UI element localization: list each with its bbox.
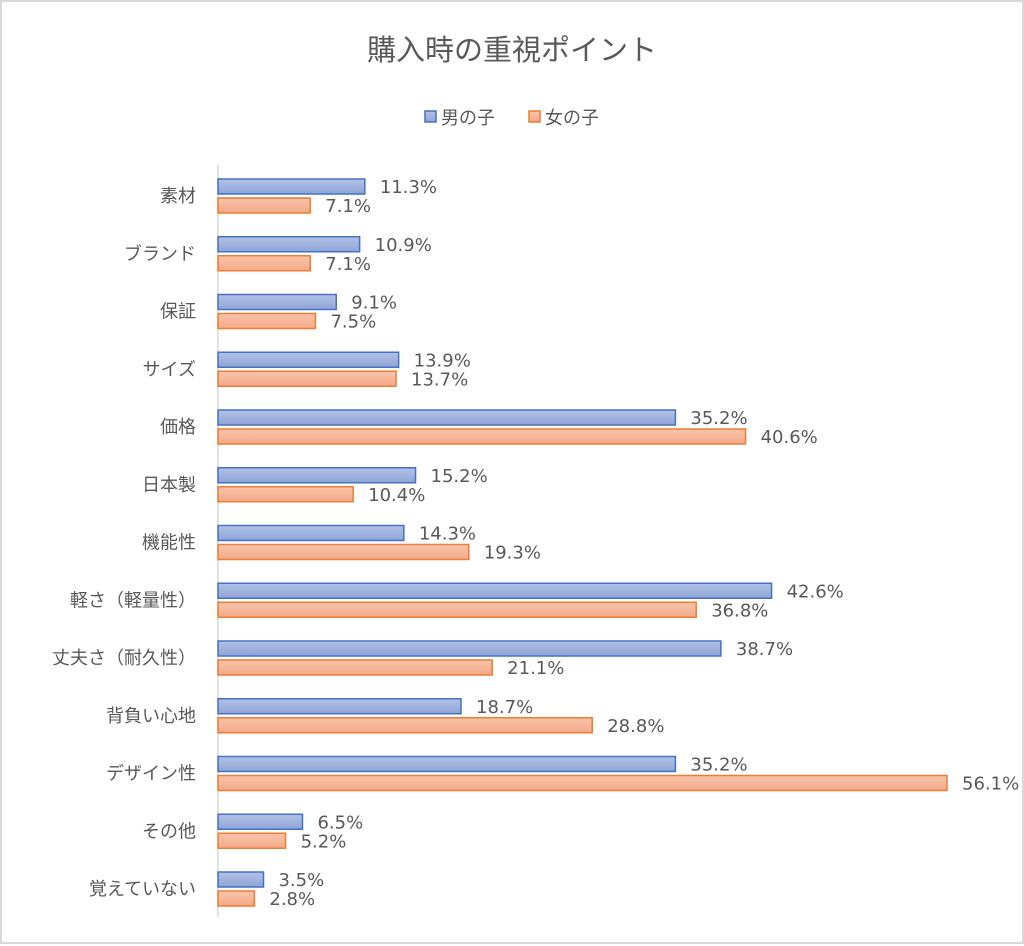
data-label: 14.3%	[419, 524, 476, 545]
data-label: 10.9%	[375, 235, 432, 256]
data-label: 9.1%	[351, 293, 397, 314]
bar-boys	[217, 524, 405, 542]
bar-boys	[217, 351, 400, 368]
data-label: 56.1%	[962, 774, 1019, 795]
category-label: サイズ	[143, 359, 196, 380]
bar-girls	[217, 890, 256, 907]
category-label: 背負い心地	[106, 706, 196, 727]
bar-boys	[217, 178, 366, 195]
bar-boys	[217, 409, 677, 426]
bar-boys	[217, 293, 338, 311]
data-label: 35.2%	[690, 755, 747, 776]
data-label: 15.2%	[431, 466, 488, 487]
category-label: 素材	[160, 186, 196, 207]
bar-girls	[217, 717, 593, 734]
chart-title: 購入時の重視ポイント	[367, 33, 657, 67]
data-label: 7.1%	[325, 196, 371, 217]
bar-girls	[217, 543, 470, 561]
data-label: 36.8%	[711, 600, 768, 621]
data-label: 21.1%	[507, 658, 564, 679]
category-label: デザイン性	[106, 764, 196, 785]
bar-girls	[217, 486, 354, 503]
legend-swatch	[528, 110, 541, 123]
data-label: 7.1%	[325, 254, 371, 275]
data-label: 28.8%	[607, 716, 664, 737]
bar-girls	[217, 428, 747, 445]
data-label: 2.8%	[269, 889, 315, 910]
data-label: 5.2%	[301, 831, 347, 852]
bar-girls	[217, 370, 397, 387]
category-label: 日本製	[142, 475, 196, 496]
category-label: 軽さ（軽量性）	[70, 590, 196, 611]
category-label: 機能性	[142, 533, 196, 554]
bar-boys	[217, 640, 722, 657]
bar-boys	[217, 582, 773, 599]
bar-girls	[217, 255, 312, 272]
bar-boys	[217, 813, 304, 830]
data-label: 10.4%	[368, 485, 425, 506]
bar-girls	[217, 197, 312, 214]
data-label: 40.6%	[761, 427, 818, 448]
bar-girls	[217, 832, 287, 849]
legend-label: 男の子	[441, 108, 495, 129]
category-label: 保証	[160, 302, 196, 323]
category-label: 覚えていない	[89, 879, 196, 900]
data-label: 7.5%	[330, 312, 376, 333]
bar-girls	[217, 312, 317, 330]
category-label: 価格	[160, 417, 196, 438]
bar-boys	[217, 755, 677, 773]
data-label: 3.5%	[278, 870, 324, 891]
category-label: 丈夫さ（耐久性）	[52, 648, 196, 669]
bar-girls	[217, 774, 948, 792]
legend-swatch	[424, 110, 437, 123]
category-label: ブランド	[124, 243, 196, 265]
bar-boys	[217, 698, 462, 715]
data-label: 19.3%	[484, 543, 541, 564]
legend: 男の子 女の子	[424, 108, 599, 129]
data-label: 11.3%	[380, 177, 437, 198]
bar-boys	[217, 871, 265, 888]
legend-label: 女の子	[545, 108, 599, 129]
bar-girls	[217, 659, 493, 676]
data-label: 18.7%	[476, 697, 533, 718]
bar-girls	[217, 601, 697, 618]
data-label: 38.7%	[736, 639, 793, 660]
bar-boys	[217, 236, 361, 253]
data-label: 42.6%	[787, 581, 844, 602]
bar-boys	[217, 467, 417, 484]
data-label: 13.9%	[414, 350, 471, 371]
data-label: 6.5%	[317, 812, 363, 833]
data-label: 13.7%	[411, 369, 468, 390]
category-label: その他	[142, 821, 196, 842]
data-label: 35.2%	[690, 408, 747, 429]
